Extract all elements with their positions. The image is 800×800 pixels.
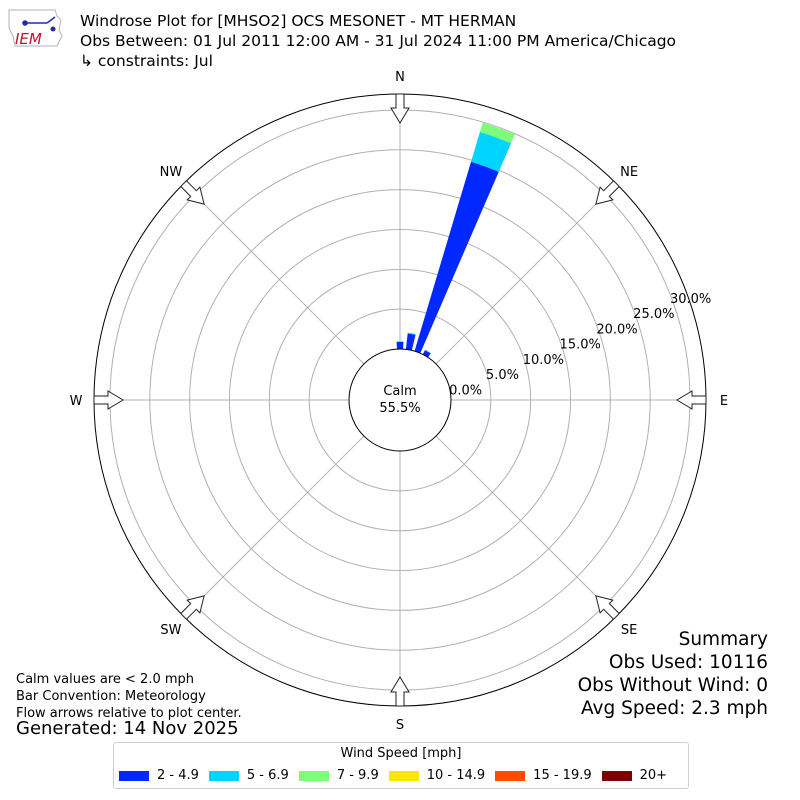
obs-without-wind: Obs Without Wind: 0 — [577, 675, 768, 696]
radial-tick-label: 25.0% — [633, 307, 674, 322]
rose-bar-segment — [396, 341, 404, 350]
legend-swatch — [298, 770, 329, 781]
grid-spoke — [183, 183, 365, 365]
calm-label: Calm — [383, 384, 416, 399]
legend-swatch — [388, 770, 419, 781]
radial-tick-label: 5.0% — [486, 368, 519, 383]
rose-bar-segment — [407, 332, 416, 335]
direction-label-ne: NE — [620, 165, 638, 180]
flow-arrows — [93, 93, 707, 707]
generated-date: Generated: 14 Nov 2025 — [16, 718, 239, 739]
flow-arrow-icon — [390, 676, 410, 707]
direction-label-nw: NW — [160, 165, 183, 180]
legend-items: 2 - 4.9 5 - 6.9 7 - 9.9 10 - 14.9 15 - 19.9 2… — [119, 768, 677, 783]
radial-tick-labels: 0.0% 5.0% 10.0%15.0%20.0%25.0%30.0% — [449, 292, 711, 398]
bar-convention: Bar Convention: Meteorology — [16, 689, 206, 704]
legend-swatch — [495, 770, 526, 781]
legend-label: 10 - 14.9 — [426, 768, 486, 783]
legend-swatch — [601, 770, 632, 781]
direction-label-se: SE — [621, 623, 637, 638]
avg-speed: Avg Speed: 2.3 mph — [580, 698, 768, 719]
direction-label-e: E — [720, 394, 728, 409]
flow-arrows-note: Flow arrows relative to plot center. — [16, 706, 242, 721]
legend-label: 5 - 6.9 — [246, 768, 289, 783]
constraints: ↳ constraints: Jul — [80, 52, 213, 70]
radial-tick-label: 15.0% — [560, 338, 601, 353]
grid-spoke — [435, 435, 617, 617]
rose-bar-segment — [405, 333, 416, 351]
direction-label-n: N — [395, 70, 405, 85]
obs-used: Obs Used: 10116 — [608, 652, 768, 673]
legend-label: 20+ — [639, 768, 668, 783]
radial-tick-label: 10.0% — [523, 353, 564, 368]
legend-item: 15 - 19.9 — [495, 768, 592, 783]
legend-item: 20+ — [601, 768, 668, 783]
legend-swatch — [119, 770, 149, 781]
plot-title: Windrose Plot for [MHSO2] OCS MESONET - … — [80, 12, 517, 30]
calm-note: Calm values are < 2.0 mph — [16, 672, 195, 687]
direction-label-sw: SW — [160, 623, 181, 638]
legend-item: 5 - 6.9 — [208, 768, 289, 783]
legend-item: 2 - 4.9 — [119, 768, 199, 783]
rose-bar-segment — [471, 131, 512, 172]
rose-bar-segment — [479, 122, 515, 144]
calm-percent: 55.5% — [379, 401, 420, 416]
direction-labels: N NE E SE S SW W NW — [70, 70, 729, 733]
flow-arrow-icon — [93, 390, 124, 410]
radial-tick-label: 20.0% — [596, 322, 637, 337]
legend-item: 7 - 9.9 — [298, 768, 379, 783]
notes: Calm values are < 2.0 mph Bar Convention… — [16, 671, 242, 722]
iem-logo: IEM — [8, 9, 63, 48]
flow-arrow-icon — [390, 93, 410, 124]
legend-title: Wind Speed [mph] — [340, 746, 462, 761]
summary-title: Summary — [678, 629, 768, 650]
calm-circle — [348, 348, 452, 452]
flow-arrow-icon — [676, 390, 707, 410]
legend: Wind Speed [mph] 2 - 4.9 5 - 6.9 7 - 9.9 10… — [113, 742, 689, 789]
legend-label: 2 - 4.9 — [157, 768, 199, 783]
flow-arrow-icon — [595, 180, 620, 205]
grid-spoke — [435, 183, 617, 365]
rose-bar-segment — [424, 349, 431, 354]
flow-arrow-icon — [180, 595, 205, 620]
rose-bars — [396, 122, 515, 358]
legend-item: 10 - 14.9 — [388, 768, 486, 783]
legend-swatch — [208, 770, 239, 781]
legend-label: 15 - 19.9 — [533, 768, 592, 783]
summary: Summary Obs Used: 10116 Obs Without Wind… — [578, 628, 768, 720]
direction-label-w: W — [70, 394, 83, 409]
rose-bar-segment — [407, 332, 416, 335]
rose-bar-segment — [414, 161, 499, 354]
flow-arrow-icon — [180, 180, 205, 205]
legend-label: 7 - 9.9 — [336, 768, 379, 783]
grid-spokes — [94, 94, 706, 706]
rose-bar-segment — [396, 341, 404, 342]
radial-tick-label: 30.0% — [670, 292, 711, 307]
radial-tick-label: 0.0% — [449, 383, 482, 398]
direction-label-s: S — [396, 718, 404, 733]
title-block: Windrose Plot for [MHSO2] OCS MESONET - … — [80, 11, 676, 71]
logo-text: IEM — [15, 30, 42, 48]
obs-between: Obs Between: 01 Jul 2011 12:00 AM - 31 J… — [80, 32, 677, 50]
grid-spoke — [183, 435, 365, 617]
flow-arrow-icon — [595, 595, 620, 620]
rose-bar-segment — [422, 350, 431, 358]
